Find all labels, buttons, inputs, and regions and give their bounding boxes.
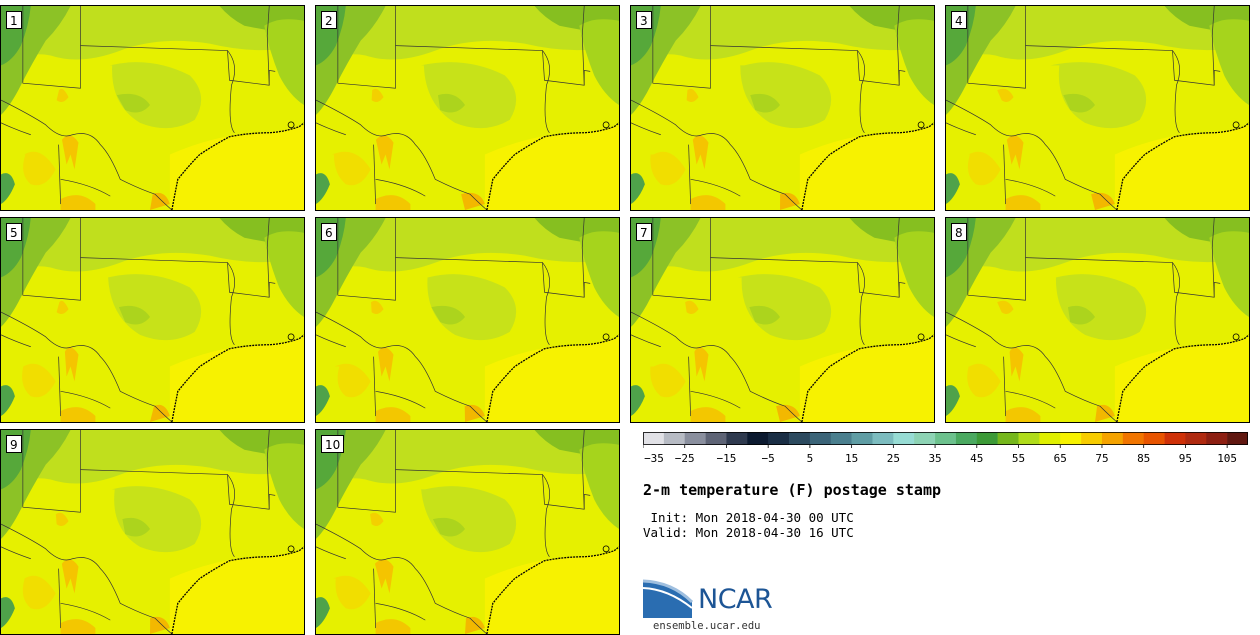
temperature-map <box>1 6 304 210</box>
colorbar-swatch <box>997 432 1019 445</box>
colorbar-swatch <box>872 432 894 445</box>
colorbar-tick-label: 105 <box>1217 452 1237 465</box>
colorbar-swatch <box>1164 432 1186 445</box>
member-panel: 7 <box>630 217 935 423</box>
colorbar-swatch <box>643 432 665 445</box>
member-panel: 10 <box>315 429 620 635</box>
colorbar-swatch <box>1039 432 1061 445</box>
colorbar-swatch <box>663 432 686 445</box>
colorbar-swatch <box>726 432 748 445</box>
ncar-logo-text: NCAR <box>698 584 773 615</box>
colorbar-swatch <box>1081 432 1103 445</box>
member-number: 5 <box>6 223 22 241</box>
ncar-logo: NCAR ensemble.ucar.edu <box>642 578 792 633</box>
colorbar-tick-label: −35 <box>644 452 664 465</box>
colorbar-swatch <box>976 432 998 445</box>
colorbar-tick-label: 75 <box>1095 452 1108 465</box>
temperature-map <box>316 430 619 634</box>
temperature-map <box>316 218 619 422</box>
colorbar-swatch <box>830 432 852 445</box>
temperature-map <box>946 218 1249 422</box>
colorbar-tick-label: −15 <box>717 452 737 465</box>
colorbar-tick-label: 85 <box>1137 452 1150 465</box>
member-number: 3 <box>636 11 652 29</box>
colorbar-swatch <box>1122 432 1144 445</box>
member-number: 10 <box>321 435 345 453</box>
member-number: 9 <box>6 435 22 453</box>
colorbar-swatch <box>914 432 936 445</box>
colorbar-tick-label: 55 <box>1012 452 1025 465</box>
member-number: 6 <box>321 223 337 241</box>
member-number: 1 <box>6 11 22 29</box>
colorbar-swatch <box>809 432 832 445</box>
member-number: 8 <box>951 223 967 241</box>
colorbar-tick-label: 15 <box>845 452 858 465</box>
colorbar-border <box>643 432 1248 445</box>
member-panel: 5 <box>0 217 305 423</box>
colorbar-tick-label: 65 <box>1054 452 1067 465</box>
member-panel: 2 <box>315 5 620 211</box>
colorbar-swatch <box>684 432 706 445</box>
temperature-map <box>1 430 304 634</box>
valid-time: Valid: Mon 2018-04-30 16 UTC <box>643 525 854 540</box>
colorbar-swatch <box>1227 432 1248 445</box>
colorbar-swatch <box>1185 432 1207 445</box>
temperature-map <box>1 218 304 422</box>
colorbar-swatch <box>705 432 727 445</box>
colorbar-swatch <box>955 432 978 445</box>
temperature-map <box>631 6 934 210</box>
colorbar-swatch <box>768 432 790 445</box>
member-panel: 9 <box>0 429 305 635</box>
temperature-colorbar: −35−25−15−55152535455565758595105115 <box>643 432 1248 466</box>
colorbar-tick-label: −25 <box>675 452 695 465</box>
colorbar-swatch <box>1060 432 1082 445</box>
member-number: 7 <box>636 223 652 241</box>
colorbar-swatch <box>747 432 769 445</box>
member-number: 4 <box>951 11 967 29</box>
colorbar-swatch <box>1206 432 1228 445</box>
temperature-map <box>316 6 619 210</box>
colorbar-tick-label: 25 <box>887 452 900 465</box>
temperature-map <box>631 218 934 422</box>
colorbar-swatch <box>935 432 957 445</box>
colorbar-swatch <box>1101 432 1124 445</box>
member-panel: 3 <box>630 5 935 211</box>
ncar-swoosh-icon <box>642 579 694 618</box>
member-panel: 6 <box>315 217 620 423</box>
member-panel: 8 <box>945 217 1250 423</box>
colorbar-tick-label: 35 <box>928 452 941 465</box>
colorbar-tick-label: 45 <box>970 452 983 465</box>
colorbar-swatch <box>1018 432 1040 445</box>
ncar-url: ensemble.ucar.edu <box>653 620 761 632</box>
colorbar-swatch <box>851 432 873 445</box>
colorbar-swatch <box>893 432 915 445</box>
member-panel: 1 <box>0 5 305 211</box>
temperature-map <box>946 6 1249 210</box>
init-time: Init: Mon 2018-04-30 00 UTC <box>643 510 854 525</box>
member-number: 2 <box>321 11 337 29</box>
colorbar-swatch <box>1143 432 1165 445</box>
colorbar-tick-label: 95 <box>1179 452 1192 465</box>
colorbar-tick-label: −5 <box>762 452 775 465</box>
colorbar-tick-label: 5 <box>807 452 814 465</box>
colorbar-swatch <box>789 432 811 445</box>
figure-title: 2-m temperature (F) postage stamp <box>643 481 942 499</box>
member-panel: 4 <box>945 5 1250 211</box>
